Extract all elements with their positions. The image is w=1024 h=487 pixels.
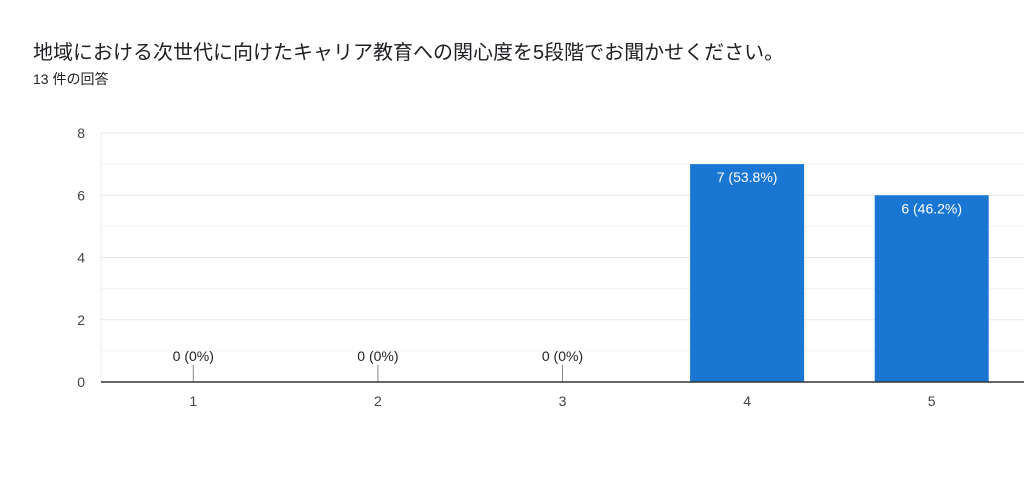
x-tick-label: 4	[743, 393, 751, 409]
data-label: 0 (0%)	[357, 348, 398, 364]
y-tick-label: 8	[77, 125, 85, 141]
question-title: 地域における次世代に向けたキャリア教育への関心度を5段階でお聞かせください。	[33, 42, 785, 64]
bar	[690, 164, 805, 382]
x-tick-label: 2	[374, 393, 382, 409]
bar	[874, 195, 989, 382]
y-tick-label: 6	[77, 187, 85, 203]
x-tick-label: 5	[928, 393, 936, 409]
data-label: 0 (0%)	[542, 348, 583, 364]
x-tick-label: 3	[559, 393, 567, 409]
y-tick-label: 2	[77, 312, 85, 328]
y-tick-label: 4	[77, 250, 85, 266]
data-label: 7 (53.8%)	[717, 169, 778, 185]
data-label: 0 (0%)	[173, 348, 214, 364]
x-tick-label: 1	[189, 393, 197, 409]
data-label: 6 (46.2%)	[901, 200, 962, 216]
y-tick-label: 0	[77, 374, 85, 390]
response-count: 13 件の回答	[33, 71, 109, 87]
